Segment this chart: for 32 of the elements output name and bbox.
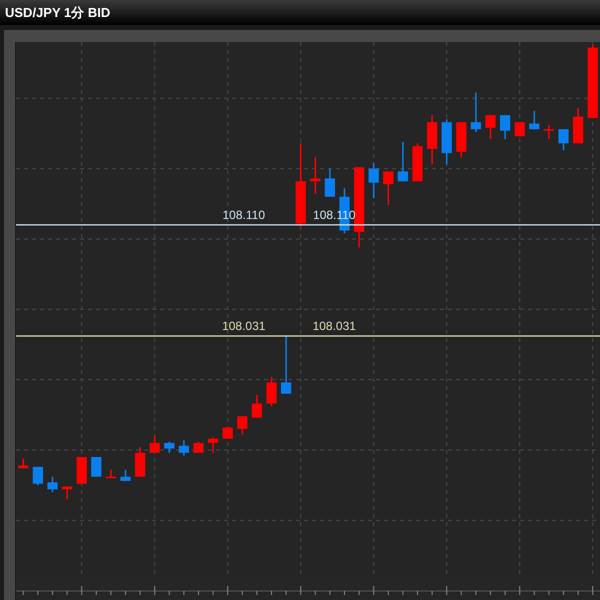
candlestick (529, 110, 540, 130)
candlestick (470, 92, 482, 133)
candlestick (91, 456, 102, 478)
candlestick (47, 476, 58, 493)
candlestick (485, 114, 496, 140)
candlestick (368, 162, 379, 199)
candlestick (237, 415, 248, 436)
candlestick (544, 124, 554, 140)
candlestick (18, 458, 28, 470)
candlestick (252, 394, 262, 418)
candlestick (120, 468, 131, 482)
candlestick (310, 156, 320, 195)
candlestick (514, 121, 525, 138)
candlestick (500, 114, 510, 140)
ref-line-label: 108.110 (222, 208, 266, 222)
candlestick (398, 141, 408, 182)
candlestick (558, 128, 569, 152)
candlestick (280, 335, 292, 394)
candlestick (164, 440, 174, 454)
text: 108.031 (312, 319, 356, 334)
candlestick (193, 440, 204, 454)
candlestick (32, 466, 44, 486)
candlestick (62, 486, 72, 500)
chart-title: USD/JPY 1分 BID (5, 5, 110, 20)
candlestick (324, 168, 336, 198)
candlestick (178, 439, 190, 456)
candlestick (134, 446, 146, 478)
candlestick (208, 436, 218, 454)
candlestick (266, 376, 277, 408)
candlestick (150, 435, 160, 454)
ref-line-label: 108.031 (222, 319, 266, 334)
candlestick (383, 170, 394, 206)
